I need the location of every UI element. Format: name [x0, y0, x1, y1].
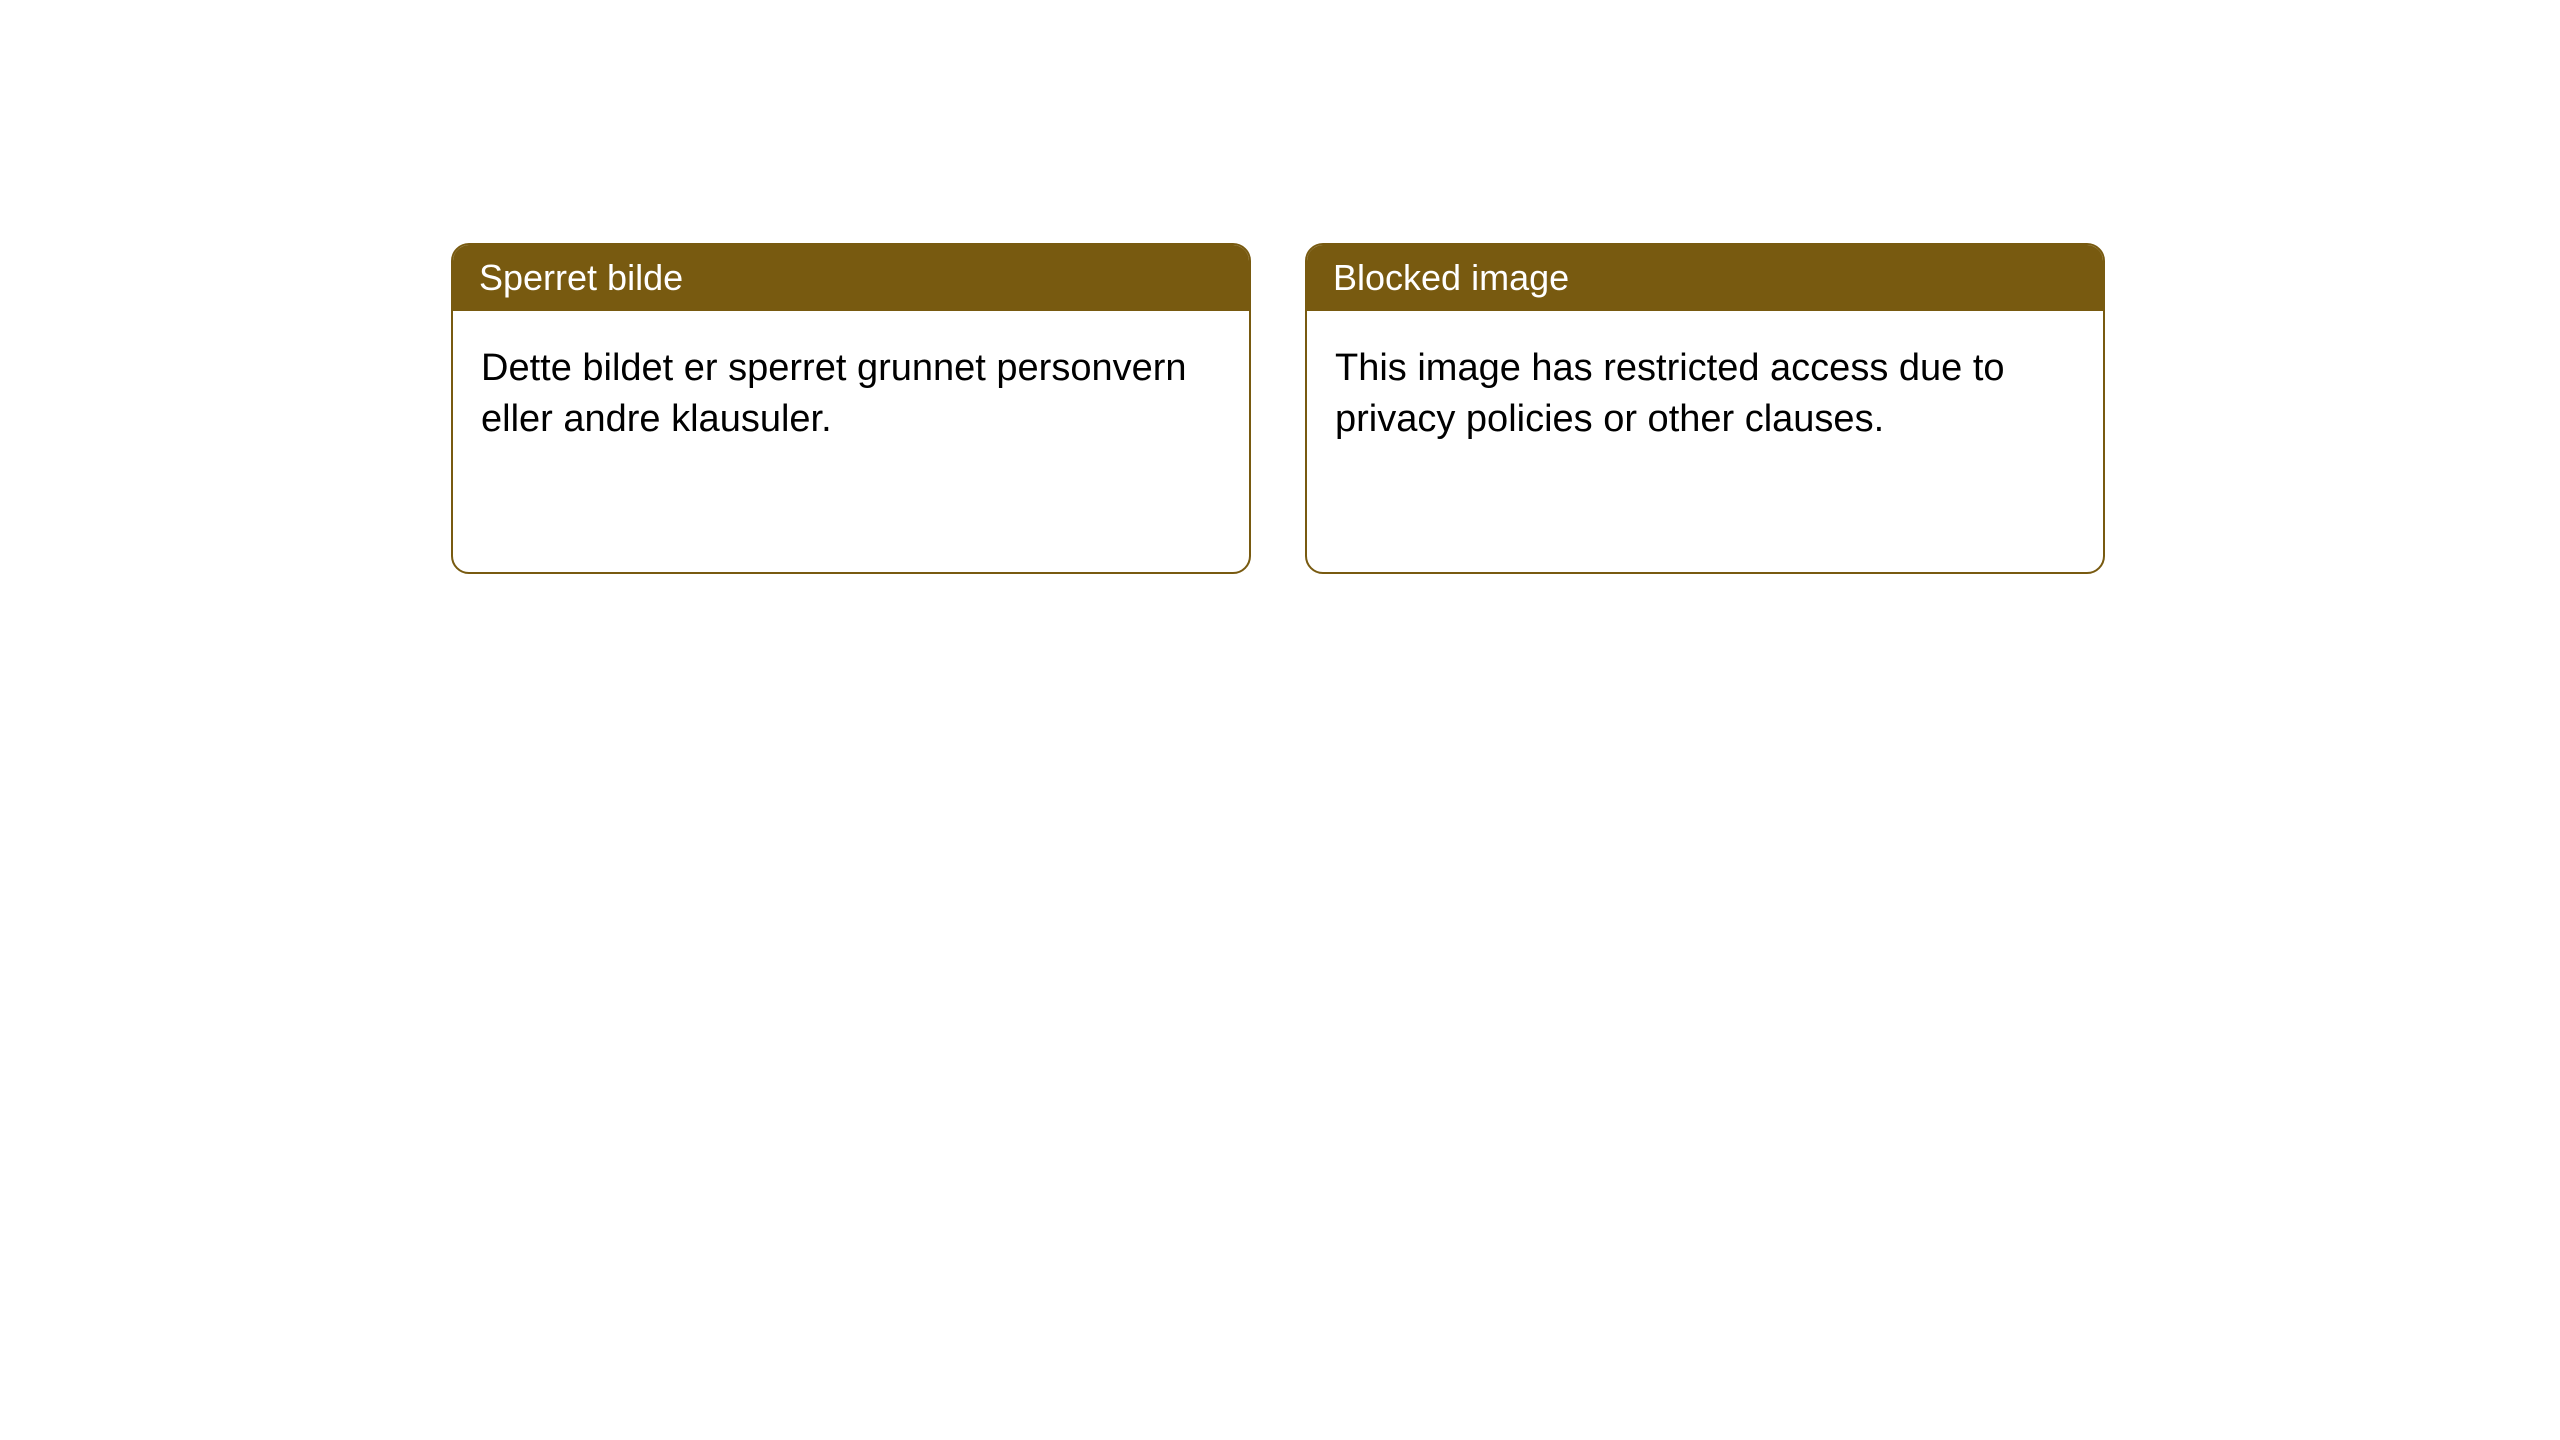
- card-header-english: Blocked image: [1307, 245, 2103, 311]
- card-title-norwegian: Sperret bilde: [479, 257, 683, 298]
- blocked-image-card-norwegian: Sperret bilde Dette bildet er sperret gr…: [451, 243, 1251, 574]
- card-message-norwegian: Dette bildet er sperret grunnet personve…: [481, 347, 1187, 440]
- card-body-norwegian: Dette bildet er sperret grunnet personve…: [453, 311, 1249, 478]
- card-title-english: Blocked image: [1333, 257, 1569, 298]
- card-message-english: This image has restricted access due to …: [1335, 347, 2005, 440]
- blocked-image-card-english: Blocked image This image has restricted …: [1305, 243, 2105, 574]
- card-body-english: This image has restricted access due to …: [1307, 311, 2103, 478]
- card-header-norwegian: Sperret bilde: [453, 245, 1249, 311]
- notice-container: Sperret bilde Dette bildet er sperret gr…: [0, 0, 2560, 574]
